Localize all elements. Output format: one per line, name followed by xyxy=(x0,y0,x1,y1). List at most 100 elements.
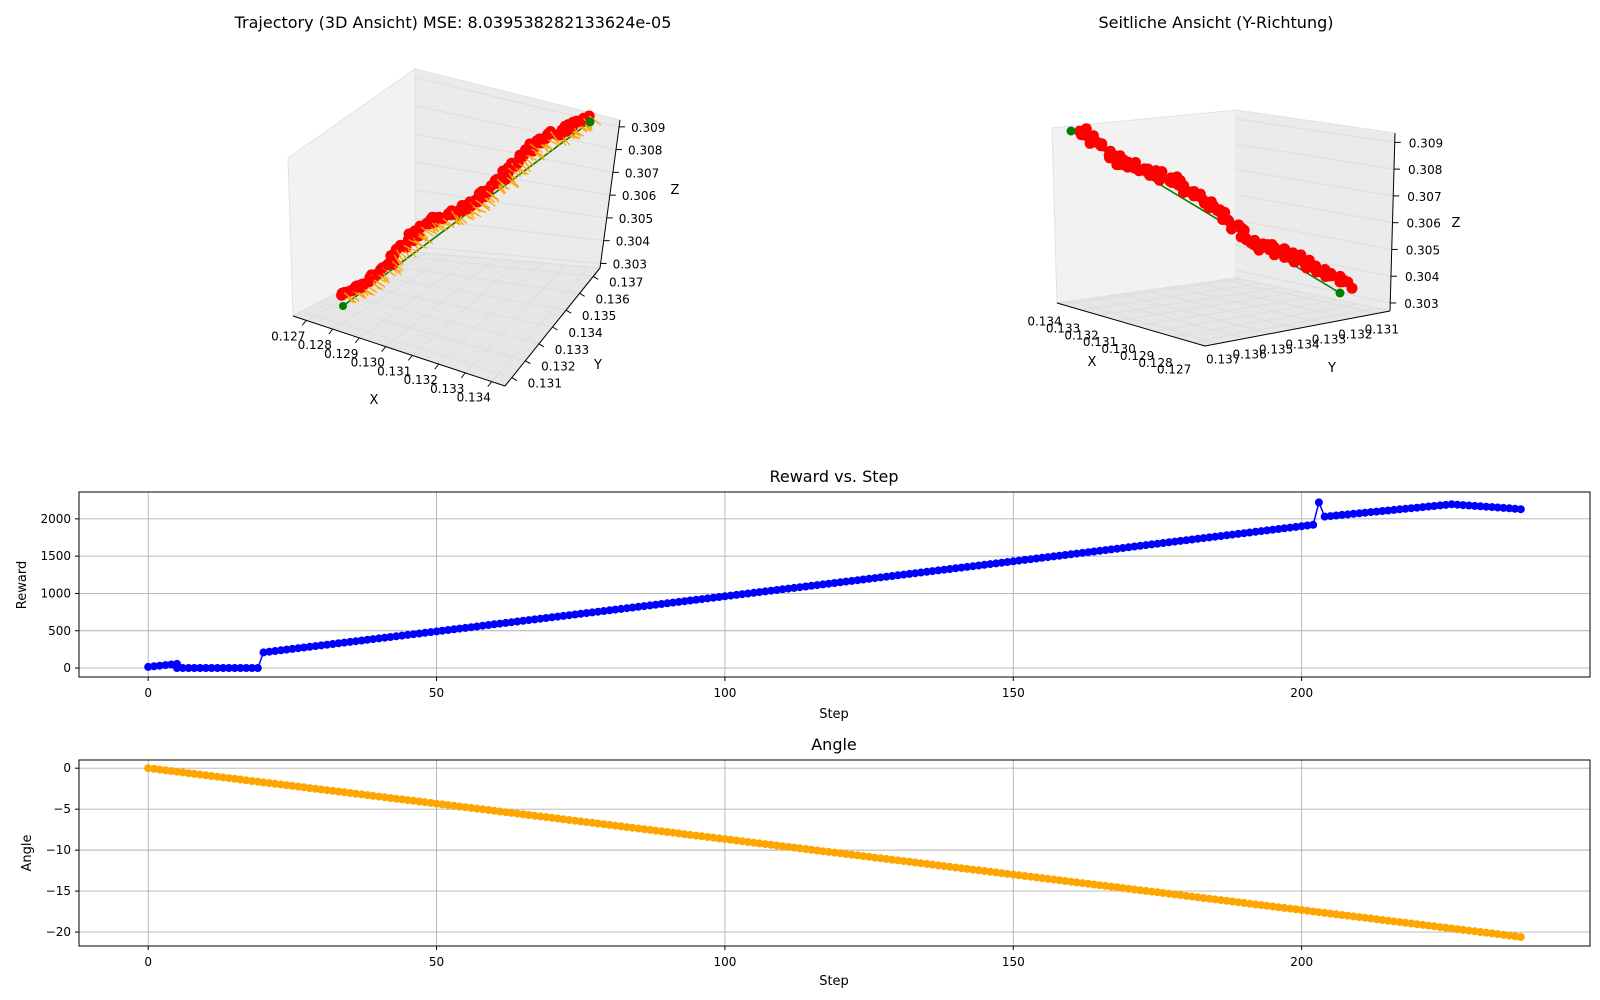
angle-point-24 xyxy=(282,781,291,790)
reward-point-83 xyxy=(617,604,626,613)
angle-xtick-label-4: 200 xyxy=(1290,955,1313,969)
angle-ytick-label-0: 0 xyxy=(63,761,71,775)
g3d-xtick-mark-7 xyxy=(487,381,493,387)
g3d-ygrid-5 xyxy=(388,265,580,294)
angle-point-84 xyxy=(628,823,637,832)
angle-point-167 xyxy=(1107,882,1116,891)
reward-point-96 xyxy=(692,595,701,604)
reward-point-87 xyxy=(640,602,649,611)
reward-point-52 xyxy=(438,626,447,635)
reward-point-231 xyxy=(1470,501,1479,510)
reward-point-239 xyxy=(1516,505,1525,514)
reward-point-32 xyxy=(323,640,331,649)
s3d-point-86 xyxy=(1249,234,1261,246)
angle-point-152 xyxy=(1020,872,1029,880)
angle-point-151 xyxy=(1015,871,1023,880)
reward-point-104 xyxy=(738,590,747,599)
reward-point-50 xyxy=(426,628,435,637)
reward-point-192 xyxy=(1245,528,1254,537)
angle-point-188 xyxy=(1228,897,1237,906)
angle-point-170 xyxy=(1124,884,1133,893)
reward-point-154 xyxy=(1026,555,1035,564)
angle-point-30 xyxy=(317,785,326,794)
s3d-ztick-label-0: 0.303 xyxy=(1404,297,1438,311)
reward-point-216 xyxy=(1384,506,1393,515)
reward-marks xyxy=(144,498,1525,672)
g3d-xtick-mark-4 xyxy=(407,355,413,361)
g3d-xtick-mark-1 xyxy=(328,328,334,335)
angle-ticks: 0 50 100 150 200 0 −5 −10 −15 −20 xyxy=(46,761,1313,969)
angle-point-78 xyxy=(594,819,602,828)
reward-point-177 xyxy=(1159,539,1168,547)
angle-point-88 xyxy=(651,826,660,835)
g3d-xtick-label-5: 0.132 xyxy=(404,373,438,387)
g3d-xtick-mark-2 xyxy=(354,337,360,344)
trajectory-3d-xlabel: X xyxy=(370,393,379,408)
reward-point-166 xyxy=(1095,546,1104,555)
g3d-ygrid-4 xyxy=(371,274,567,311)
side-view-axes xyxy=(1056,132,1396,347)
angle-point-91 xyxy=(669,828,677,837)
angle-point-162 xyxy=(1078,879,1087,888)
angle-point-182 xyxy=(1193,893,1202,902)
angle-point-55 xyxy=(461,803,470,812)
angle-point-146 xyxy=(986,867,995,876)
g3d-arrow-112 xyxy=(549,131,560,143)
angle-point-148 xyxy=(997,869,1006,878)
reward-point-120 xyxy=(830,579,839,587)
angle-point-143 xyxy=(968,865,977,874)
angle-point-81 xyxy=(611,821,620,830)
side-view-ylabel: Y xyxy=(1327,361,1336,376)
s3d-zgrid-0 xyxy=(1235,269,1391,304)
g3d-arrow-37 xyxy=(408,238,424,247)
angle-point-34 xyxy=(340,788,349,797)
reward-point-138 xyxy=(934,566,943,575)
angle-point-0 xyxy=(144,764,153,773)
angle-point-215 xyxy=(1384,916,1393,925)
angle-point-197 xyxy=(1280,903,1289,912)
side-view-zlabel: Z xyxy=(1452,216,1461,231)
angle-point-222 xyxy=(1424,921,1433,930)
reward-point-205 xyxy=(1320,512,1329,521)
reward-point-65 xyxy=(513,617,522,626)
s3d-ygrid-6 xyxy=(1223,279,1377,314)
reward-point-37 xyxy=(351,637,360,646)
reward-point-43 xyxy=(386,633,395,641)
angle-point-116 xyxy=(813,846,822,855)
angle-ytick-label-4: −20 xyxy=(46,925,71,939)
angle-point-118 xyxy=(824,847,833,856)
angle-point-207 xyxy=(1338,911,1346,919)
reward-point-113 xyxy=(790,583,799,592)
reward-point-13 xyxy=(213,664,222,672)
reward-point-152 xyxy=(1015,556,1023,565)
reward-point-223 xyxy=(1424,502,1433,511)
reward-point-189 xyxy=(1228,530,1237,539)
g3d-arrow-4 xyxy=(343,292,357,303)
g3d-arrow-68 xyxy=(471,205,487,214)
g3d-arrow-85 xyxy=(506,176,520,187)
angle-point-20 xyxy=(259,778,268,787)
angle-point-11 xyxy=(207,772,216,780)
s3d-zgrid-4 xyxy=(1235,168,1394,197)
reward-point-31 xyxy=(317,641,326,650)
g3d-ytick-label-4: 0.135 xyxy=(582,309,616,323)
angle-point-100 xyxy=(720,835,729,844)
trajectory-3d-zlabel: Z xyxy=(671,183,680,198)
reward-ytick-label-0: 0 xyxy=(63,661,71,675)
reward-point-73 xyxy=(559,611,568,620)
reward-point-15 xyxy=(224,664,233,672)
angle-point-191 xyxy=(1245,899,1254,908)
g3d-ytick-mark-2 xyxy=(538,343,545,348)
angle-ytick-label-2: −10 xyxy=(46,843,71,857)
reward-point-210 xyxy=(1349,509,1358,518)
angle-point-137 xyxy=(934,861,943,870)
reward-point-49 xyxy=(421,628,429,637)
s3d-point-41 xyxy=(1155,173,1166,185)
reward-point-233 xyxy=(1482,502,1491,511)
reward-ytick-label-4: 2000 xyxy=(40,512,71,526)
reward-point-213 xyxy=(1366,508,1375,517)
angle-point-73 xyxy=(565,816,574,824)
g3d-xtick-mark-0 xyxy=(301,320,307,326)
g3d-ztick-label-3: 0.306 xyxy=(622,189,656,203)
reward-point-55 xyxy=(455,624,464,633)
